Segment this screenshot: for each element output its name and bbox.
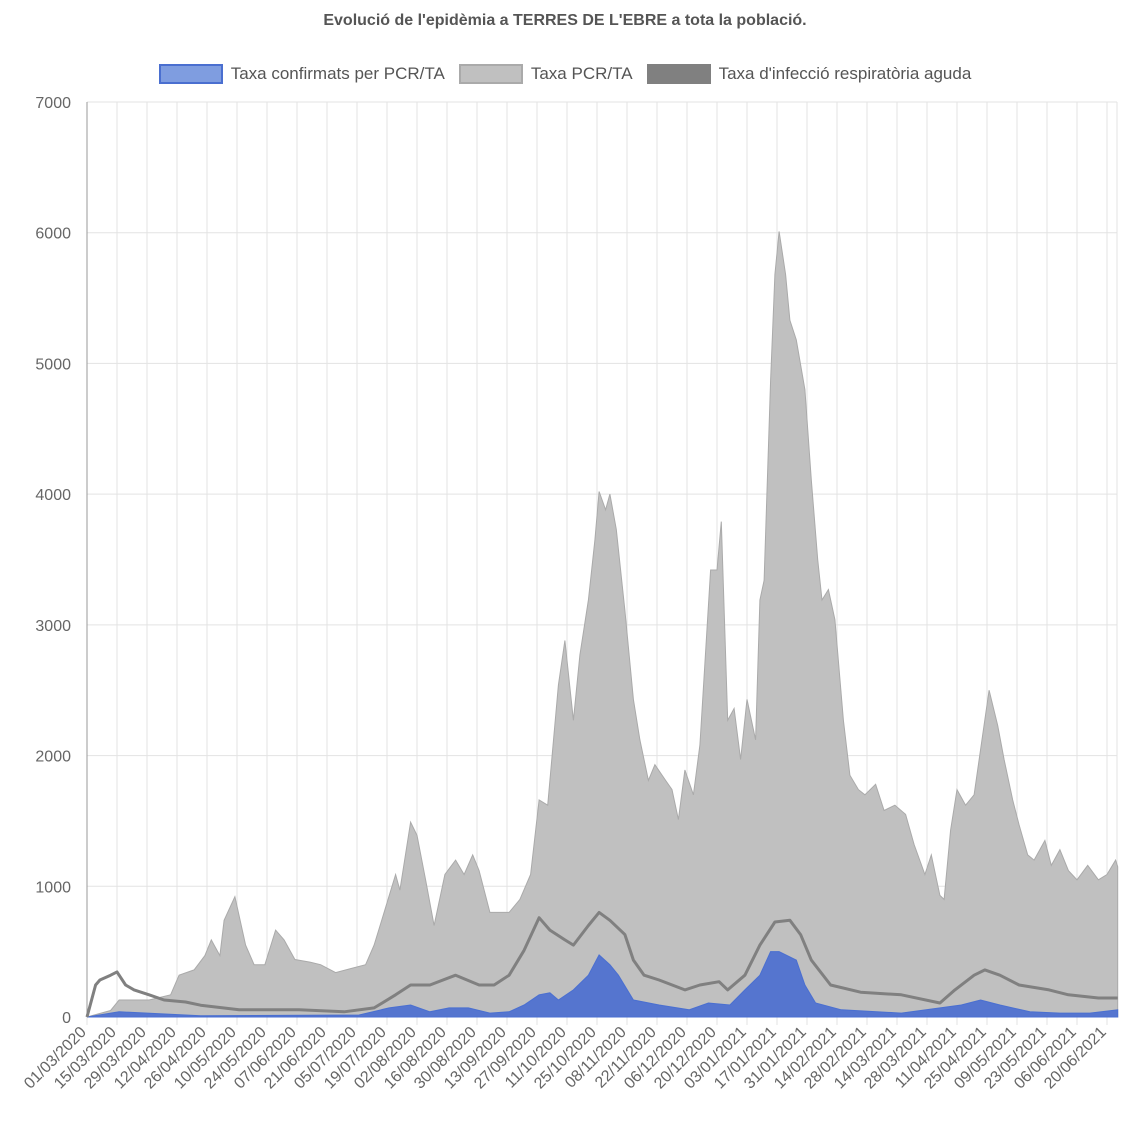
series-area-pcr	[86, 231, 1119, 1018]
legend-swatch-confirmats	[158, 64, 223, 84]
y-tick-label: 3000	[35, 618, 71, 635]
chart-title: Evolució de l'epidèmia a TERRES DE L'EBR…	[323, 12, 807, 29]
legend-label: Taxa PCR/TA	[530, 64, 633, 83]
legend-swatch-pcr	[458, 64, 523, 84]
legend-item-ira[interactable]: Taxa d'infecció respiratòria aguda	[646, 64, 972, 84]
legend-item-confirmats[interactable]: Taxa confirmats per PCR/TA	[158, 64, 445, 84]
series-line-ira	[85, 910, 1118, 1018]
y-tick-label: 0	[62, 1010, 71, 1027]
series-area-confirmats	[86, 951, 1119, 1018]
y-tick-label: 4000	[35, 487, 71, 504]
legend-label: Taxa confirmats per PCR/TA	[230, 64, 445, 83]
y-tick-label: 1000	[35, 879, 71, 896]
legend: Taxa confirmats per PCR/TA Taxa PCR/TA T…	[0, 64, 1130, 84]
legend-label: Taxa d'infecció respiratòria aguda	[718, 64, 972, 83]
y-tick-label: 6000	[35, 226, 71, 243]
y-tick-label: 5000	[35, 356, 71, 373]
legend-swatch-ira	[646, 64, 711, 84]
y-tick-label: 7000	[35, 95, 71, 112]
legend-item-pcr[interactable]: Taxa PCR/TA	[458, 64, 633, 84]
y-tick-label: 2000	[35, 749, 71, 766]
